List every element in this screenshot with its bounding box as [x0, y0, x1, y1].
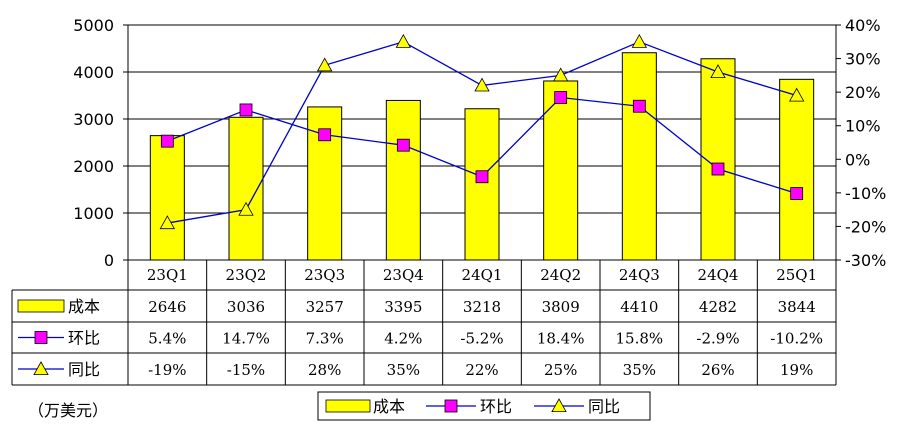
qoq-marker-24Q1 — [475, 170, 489, 184]
category-label: 23Q4 — [383, 266, 424, 284]
y-right-tick-label: -30% — [845, 251, 886, 270]
yoy-marker-24Q2 — [552, 67, 569, 82]
yoy-marker-23Q3 — [316, 57, 333, 72]
unit-note: （万美元） — [28, 401, 108, 420]
category-label: 24Q2 — [540, 266, 581, 284]
table-cell: 3218 — [463, 298, 501, 316]
table-cell: 14.7% — [222, 330, 270, 348]
table-cell: 4410 — [620, 298, 658, 316]
yoy-marker-25Q1 — [788, 87, 805, 102]
table-cell: 18.4% — [537, 330, 585, 348]
category-label: 25Q1 — [776, 266, 817, 284]
table-key-qoq-marker — [34, 331, 48, 344]
yoy-marker-24Q1 — [474, 77, 490, 92]
table-cell: 7.3% — [306, 330, 344, 348]
bar-24Q3 — [621, 52, 657, 261]
y-left-tick-label: 4000 — [73, 63, 114, 82]
yoy-marker-23Q2 — [238, 201, 254, 216]
table-cell: 35% — [387, 361, 420, 379]
table-cell: -5.2% — [460, 330, 503, 348]
bar-23Q1 — [149, 135, 185, 261]
y-right-tick-label: 20% — [845, 83, 881, 102]
table-cell: -15% — [227, 361, 265, 379]
table-cell: 2646 — [148, 298, 186, 316]
table-cell: -2.9% — [696, 330, 739, 348]
y-right-tick-label: 0% — [845, 150, 870, 169]
table-cell: 4.2% — [384, 330, 422, 348]
category-label: 23Q2 — [226, 266, 267, 284]
bar-24Q2 — [543, 80, 579, 261]
qoq-marker-24Q3 — [632, 99, 646, 113]
legend-key-bar — [325, 399, 371, 413]
category-label: 23Q1 — [147, 266, 188, 284]
table-cell: -10.2% — [770, 330, 823, 348]
yoy-marker-23Q4 — [395, 33, 412, 48]
category-label: 24Q4 — [698, 266, 739, 284]
y-left-tick-label: 5000 — [73, 16, 114, 35]
table-cell: 3036 — [227, 298, 265, 316]
y-right-tick-label: -20% — [845, 217, 886, 236]
y-left-tick-label: 3000 — [73, 110, 114, 129]
table-cell: 15.8% — [616, 330, 664, 348]
table-cell: 19% — [780, 361, 813, 379]
y-right-tick-label: 10% — [845, 117, 881, 136]
category-label: 24Q1 — [462, 266, 503, 284]
table-cell: 5.4% — [148, 330, 186, 348]
table-cell: 3809 — [542, 298, 580, 316]
legend-key-qoq-marker — [444, 399, 458, 413]
bar-23Q3 — [307, 106, 343, 261]
qoq-marker-24Q4 — [711, 162, 725, 176]
table-cell: 3844 — [778, 298, 816, 316]
table-cell: 25% — [544, 361, 577, 379]
yoy-marker-24Q4 — [710, 64, 726, 78]
category-label: 23Q3 — [304, 266, 345, 284]
qoq-marker-24Q2 — [554, 91, 568, 104]
table-cell: 26% — [701, 361, 734, 379]
legend-key-yoy-marker — [551, 398, 567, 413]
y-right-tick-label: 40% — [845, 16, 881, 35]
qoq-marker-25Q1 — [790, 187, 804, 200]
yoy-marker-24Q3 — [631, 33, 648, 48]
y-left-tick-label: 2000 — [73, 157, 114, 176]
qoq-marker-23Q2 — [239, 103, 253, 117]
legend-label: 同比 — [588, 397, 620, 416]
table-cell: 3395 — [384, 298, 422, 316]
category-label: 24Q3 — [619, 266, 660, 284]
legend — [317, 391, 651, 421]
legend-label: 环比 — [480, 397, 512, 416]
table-cell: 22% — [465, 361, 498, 379]
bar-25Q1 — [779, 78, 815, 261]
y-left-tick-label: 0 — [104, 251, 114, 270]
yoy-marker-23Q1 — [159, 215, 176, 230]
table-key-bar — [17, 299, 65, 313]
table-cell: 4282 — [699, 298, 737, 316]
y-left-tick-label: 1000 — [73, 204, 114, 223]
table-key-yoy-marker — [33, 361, 49, 376]
table-cell: -19% — [148, 361, 186, 379]
table-cell: 3257 — [306, 298, 344, 316]
qoq-marker-23Q4 — [396, 138, 410, 152]
bar-23Q4 — [385, 99, 421, 261]
table-series-name: 环比 — [68, 329, 100, 348]
qoq-marker-23Q1 — [160, 134, 174, 148]
table-series-name: 成本 — [68, 297, 100, 316]
qoq-marker-23Q3 — [318, 128, 332, 142]
bar-24Q1 — [464, 108, 500, 261]
table-series-name: 同比 — [68, 360, 100, 379]
y-right-tick-label: -10% — [845, 184, 886, 203]
legend-label: 成本 — [373, 397, 405, 416]
y-right-tick-label: 30% — [845, 50, 881, 69]
table-cell: 28% — [308, 361, 341, 379]
table-cell: 35% — [623, 361, 656, 379]
